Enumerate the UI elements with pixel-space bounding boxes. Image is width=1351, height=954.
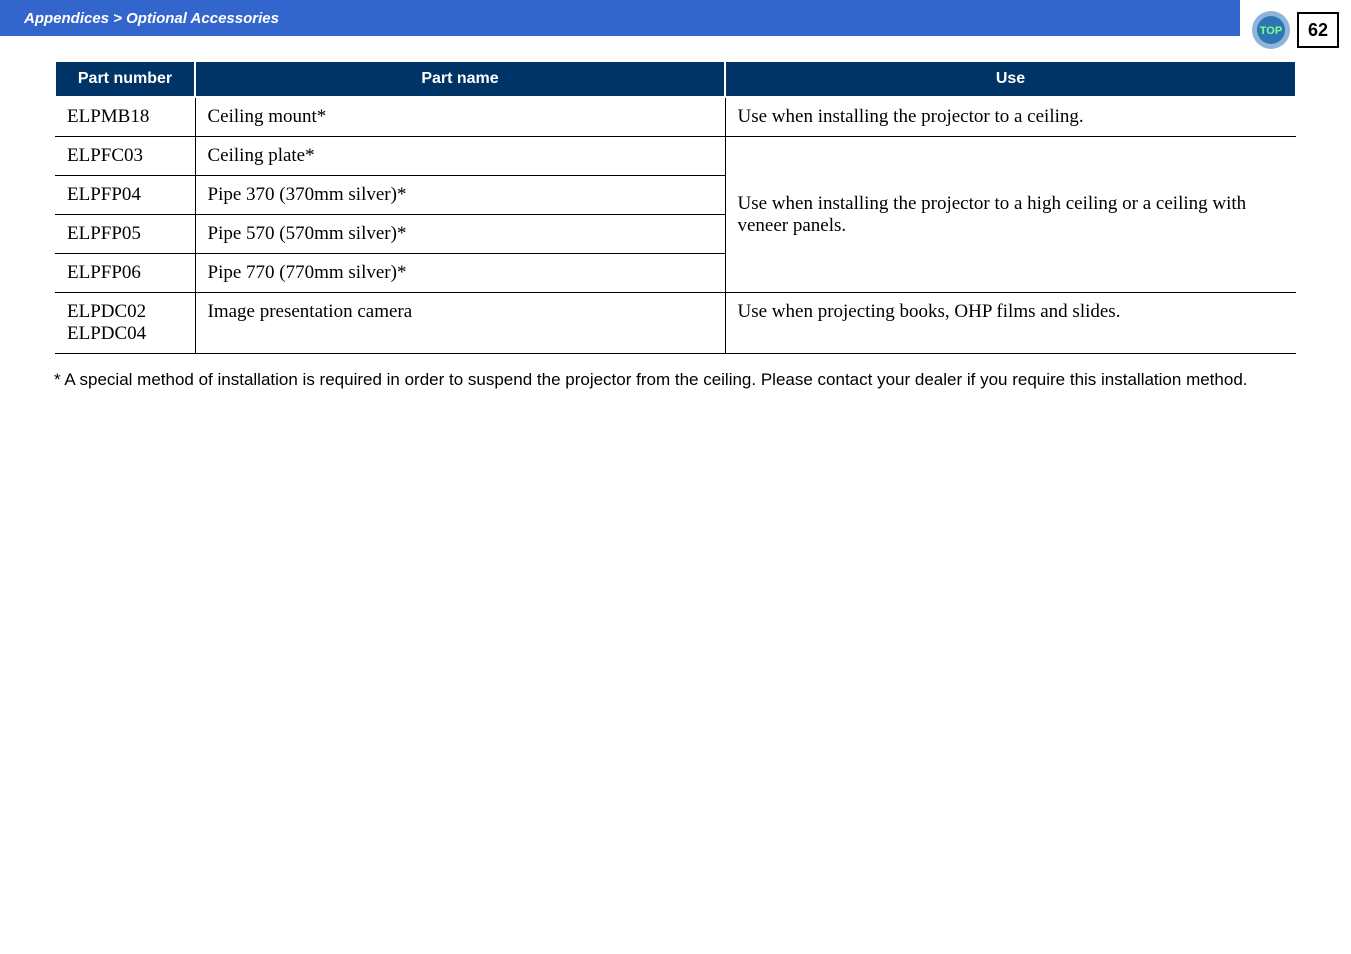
cell-use: Use when projecting books, OHP films and…	[725, 293, 1296, 354]
col-header-part-name: Part name	[195, 61, 725, 97]
footnote: * A special method of installation is re…	[64, 368, 1297, 392]
top-badge[interactable]: TOP	[1251, 10, 1291, 50]
cell-part-number: ELPFC03	[55, 137, 195, 176]
page-number: 62	[1308, 20, 1328, 41]
table-row: ELPFC03 Ceiling plate* Use when installi…	[55, 137, 1296, 176]
cell-part-name: Image presentation camera	[195, 293, 725, 354]
table-row: ELPMB18 Ceiling mount* Use when installi…	[55, 97, 1296, 137]
parts-table: Part number Part name Use ELPMB18 Ceilin…	[54, 60, 1297, 354]
cell-part-name: Ceiling plate*	[195, 137, 725, 176]
cell-use-merged: Use when installing the projector to a h…	[725, 137, 1296, 293]
header-bar: Appendices > Optional Accessories	[0, 0, 1240, 36]
page-number-box: 62	[1297, 12, 1339, 48]
badge-text: TOP	[1260, 25, 1282, 37]
col-header-part-number: Part number	[55, 61, 195, 97]
cell-part-number: ELPFP05	[55, 215, 195, 254]
cell-part-name: Pipe 570 (570mm silver)*	[195, 215, 725, 254]
cell-part-number: ELPDC02 ELPDC04	[55, 293, 195, 354]
cell-part-name: Pipe 370 (370mm silver)*	[195, 176, 725, 215]
col-header-use: Use	[725, 61, 1296, 97]
cell-part-number: ELPFP06	[55, 254, 195, 293]
cell-part-name: Ceiling mount*	[195, 97, 725, 137]
content-area: Part number Part name Use ELPMB18 Ceilin…	[0, 36, 1351, 392]
cell-part-name: Pipe 770 (770mm silver)*	[195, 254, 725, 293]
breadcrumb: Appendices > Optional Accessories	[24, 10, 279, 27]
cell-part-number: ELPFP04	[55, 176, 195, 215]
cell-use: Use when installing the projector to a c…	[725, 97, 1296, 137]
cell-part-number: ELPMB18	[55, 97, 195, 137]
table-row: ELPDC02 ELPDC04 Image presentation camer…	[55, 293, 1296, 354]
